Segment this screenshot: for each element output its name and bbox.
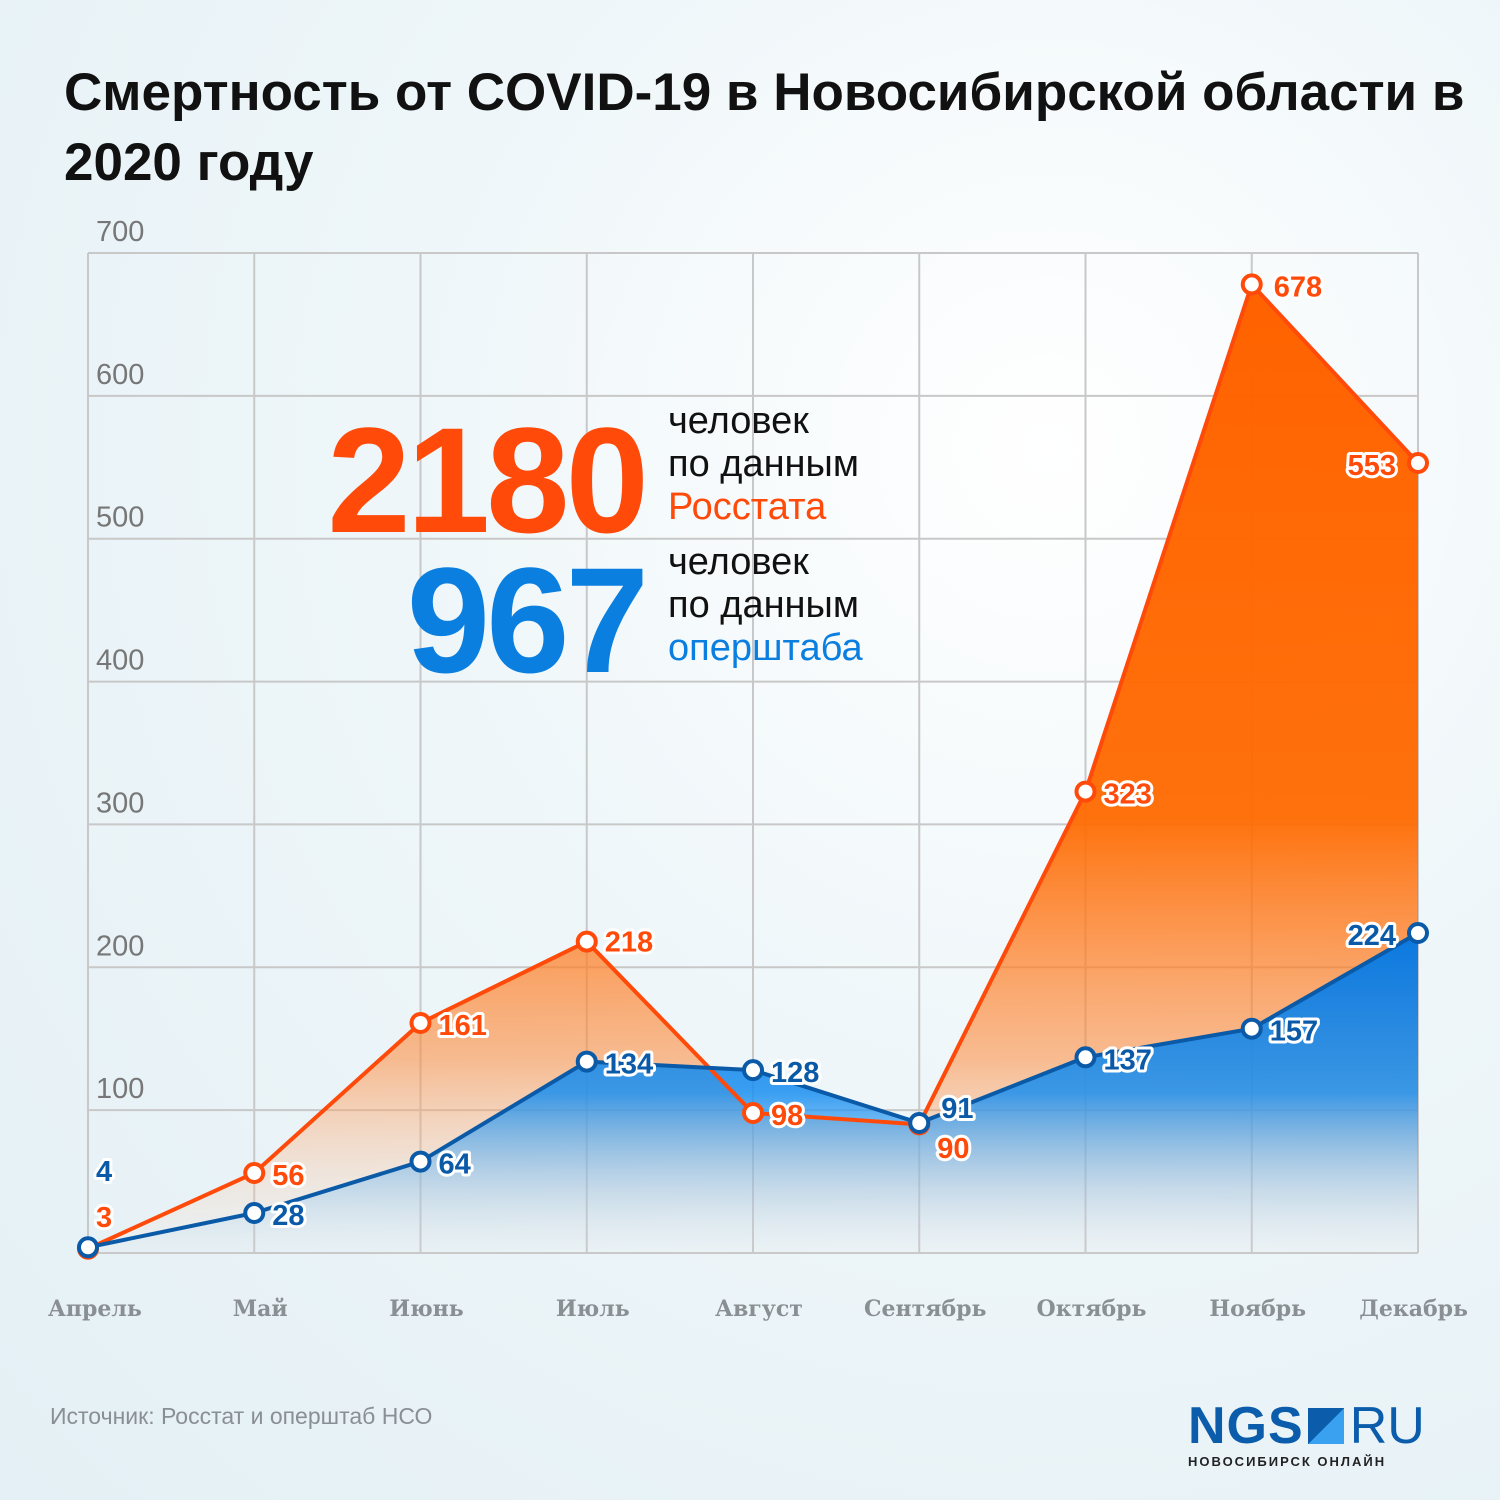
shtab-caption: человек по данным оперштаба bbox=[668, 541, 863, 670]
ngs-logo[interactable]: NGS RU НОВОСИБИРСК ОНЛАЙН bbox=[1188, 1400, 1468, 1470]
y-tick-label: 300 bbox=[96, 787, 144, 819]
logo-wordmark: NGS RU bbox=[1188, 1400, 1468, 1452]
rosstat-point bbox=[742, 1102, 764, 1124]
shtab-data-label: 134 bbox=[605, 1049, 653, 1081]
rosstat-data-label: 56 bbox=[272, 1160, 304, 1192]
shtab-caption-line3: оперштаба bbox=[668, 627, 863, 669]
logo-ru-text: RU bbox=[1349, 1397, 1425, 1455]
chart-title: Смертность от COVID-19 в Новосибирской о… bbox=[64, 63, 1465, 192]
shtab-point bbox=[243, 1202, 266, 1224]
source-note: Источник: Росстат и оперштаб НСО bbox=[50, 1403, 433, 1429]
rosstat-data-label: 98 bbox=[771, 1100, 803, 1132]
rosstat-data-label: 90 bbox=[937, 1133, 969, 1165]
logo-ngs-text: NGS bbox=[1188, 1397, 1304, 1455]
logo-subtitle: НОВОСИБИРСК ОНЛАЙН bbox=[1188, 1454, 1387, 1469]
x-tick-label: Апрель bbox=[48, 1296, 142, 1322]
rosstat-data-label: 553 bbox=[1348, 450, 1396, 482]
shtab-data-label: 128 bbox=[771, 1057, 819, 1089]
x-tick-label: Декабрь bbox=[1359, 1296, 1468, 1322]
y-tick-label: 100 bbox=[96, 1073, 144, 1105]
x-tick-label: Сентябрь bbox=[864, 1296, 987, 1322]
shtab-data-label: 224 bbox=[1348, 920, 1396, 952]
shtab-total: 967 bbox=[406, 536, 649, 704]
shtab-point bbox=[1240, 1017, 1263, 1040]
shtab-caption-line2: по данным bbox=[668, 584, 859, 626]
rosstat-area bbox=[88, 284, 1418, 1253]
logo-square-icon bbox=[1307, 1408, 1344, 1444]
rosstat-caption-line2: по данным bbox=[668, 443, 859, 485]
rosstat-data-label: 3 bbox=[96, 1202, 112, 1234]
shtab-point bbox=[409, 1150, 432, 1173]
x-tick-label: Август bbox=[715, 1296, 803, 1322]
shtab-point bbox=[908, 1112, 931, 1134]
shtab-data-label: 157 bbox=[1270, 1016, 1318, 1048]
x-tick-label: Ноябрь bbox=[1209, 1296, 1306, 1322]
rosstat-data-label: 161 bbox=[439, 1010, 487, 1042]
rosstat-data-label: 678 bbox=[1274, 271, 1322, 303]
y-tick-label: 700 bbox=[96, 216, 144, 248]
x-tick-label: Июнь bbox=[389, 1296, 463, 1322]
rosstat-caption-line3: Росстата bbox=[668, 486, 827, 528]
shtab-point bbox=[1074, 1046, 1097, 1069]
shtab-area bbox=[88, 933, 1418, 1253]
rosstat-data-label: 218 bbox=[605, 927, 653, 959]
y-tick-label: 600 bbox=[96, 359, 144, 391]
rosstat-point bbox=[575, 930, 598, 953]
shtab-point bbox=[742, 1059, 764, 1082]
rosstat-point bbox=[409, 1012, 432, 1034]
shtab-data-label: 64 bbox=[439, 1149, 471, 1181]
x-tick-label: Октябрь bbox=[1037, 1296, 1147, 1322]
rosstat-point bbox=[1240, 273, 1263, 296]
shtab-point bbox=[575, 1050, 598, 1073]
shtab-data-label: 28 bbox=[272, 1200, 304, 1232]
rosstat-point bbox=[243, 1162, 266, 1184]
rosstat-point bbox=[1407, 452, 1429, 474]
shtab-data-label: 137 bbox=[1104, 1044, 1152, 1076]
y-tick-label: 400 bbox=[96, 645, 144, 677]
rosstat-point bbox=[1074, 780, 1097, 803]
shtab-caption-line1: человек bbox=[668, 541, 809, 583]
shtab-data-label: 91 bbox=[941, 1093, 973, 1125]
y-tick-label: 500 bbox=[96, 502, 144, 534]
x-tick-label: Июль bbox=[556, 1296, 630, 1322]
x-tick-label: Май bbox=[233, 1296, 288, 1322]
rosstat-caption-line1: человек bbox=[668, 400, 809, 442]
rosstat-data-label: 323 bbox=[1104, 779, 1152, 811]
rosstat-caption: человек по данным Росстата bbox=[668, 400, 859, 529]
y-tick-label: 200 bbox=[96, 930, 144, 962]
shtab-point bbox=[1407, 922, 1429, 944]
rosstat-total: 2180 bbox=[327, 396, 649, 564]
shtab-point bbox=[77, 1236, 99, 1259]
shtab-data-label: 4 bbox=[96, 1156, 112, 1188]
